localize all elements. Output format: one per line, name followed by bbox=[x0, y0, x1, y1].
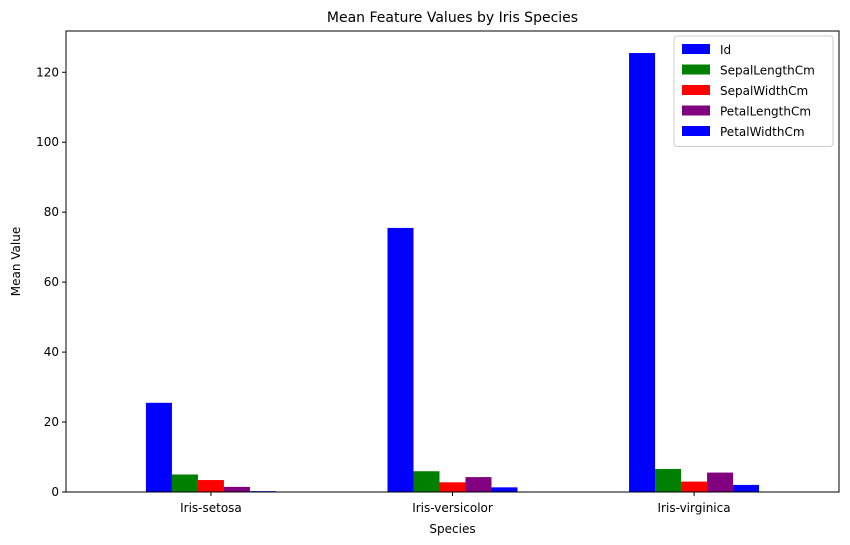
bars-group bbox=[145, 53, 760, 493]
bar-iris-versicolor-sepalwidthcm bbox=[439, 482, 466, 492]
legend: Id SepalLengthCm SepalWidthCm PetalLengthCm… bbox=[673, 35, 834, 147]
bar-iris-versicolor-sepallengthcm bbox=[413, 471, 440, 492]
legend-swatch-petalwidthcm bbox=[682, 126, 710, 136]
legend-swatch-id bbox=[682, 44, 710, 54]
plot-frame bbox=[65, 30, 840, 493]
bar-iris-setosa-sepalwidthcm bbox=[197, 480, 224, 492]
legend-label-id: Id bbox=[720, 43, 731, 57]
y-axis: 0 20 40 60 80 100 120 bbox=[36, 65, 66, 499]
y-tick-label: 20 bbox=[44, 415, 59, 429]
x-axis-label: Species bbox=[429, 522, 475, 536]
y-tick-label: 60 bbox=[44, 275, 59, 289]
bar-iris-virginica-sepallengthcm bbox=[655, 468, 682, 492]
x-tick-label-iris-virginica: Iris-virginica bbox=[658, 501, 731, 515]
bar-iris-versicolor-petalwidthcm bbox=[491, 487, 518, 492]
y-tick-label: 100 bbox=[36, 135, 59, 149]
y-tick-label: 0 bbox=[51, 485, 59, 499]
y-axis-label: Mean Value bbox=[9, 227, 23, 296]
x-tick-label-iris-setosa: Iris-setosa bbox=[180, 501, 242, 515]
chart-title: Mean Feature Values by Iris Species bbox=[327, 10, 578, 26]
legend-swatch-sepallengthcm bbox=[682, 64, 710, 75]
bar-iris-virginica-sepalwidthcm bbox=[681, 481, 708, 492]
legend-swatch-petallengthcm bbox=[682, 105, 710, 116]
legend-swatch-sepalwidthcm bbox=[682, 85, 710, 95]
bar-iris-virginica-petalwidthcm bbox=[733, 484, 760, 492]
legend-label-sepalwidthcm: SepalWidthCm bbox=[720, 84, 808, 98]
x-axis: Iris-setosa Iris-versicolor Iris-virginica bbox=[180, 492, 731, 515]
y-tick-label: 120 bbox=[36, 65, 59, 79]
y-tick-label: 40 bbox=[44, 345, 59, 359]
bar-iris-setosa-sepallengthcm bbox=[171, 474, 198, 492]
bar-iris-setosa-id bbox=[145, 402, 172, 492]
bar-iris-versicolor-id bbox=[387, 227, 414, 492]
legend-label-sepallengthcm: SepalLengthCm bbox=[720, 64, 815, 78]
legend-box bbox=[673, 35, 834, 147]
bar-iris-virginica-petallengthcm bbox=[707, 472, 734, 492]
legend-label-petallengthcm: PetalLengthCm bbox=[720, 105, 811, 119]
bar-iris-versicolor-petallengthcm bbox=[465, 477, 492, 492]
legend-label-petalwidthcm: PetalWidthCm bbox=[720, 125, 805, 139]
bar-iris-setosa-petallengthcm bbox=[223, 486, 250, 492]
x-tick-label-iris-versicolor: Iris-versicolor bbox=[412, 501, 493, 515]
bar-iris-virginica-id bbox=[629, 53, 656, 493]
y-tick-label: 80 bbox=[44, 205, 59, 219]
